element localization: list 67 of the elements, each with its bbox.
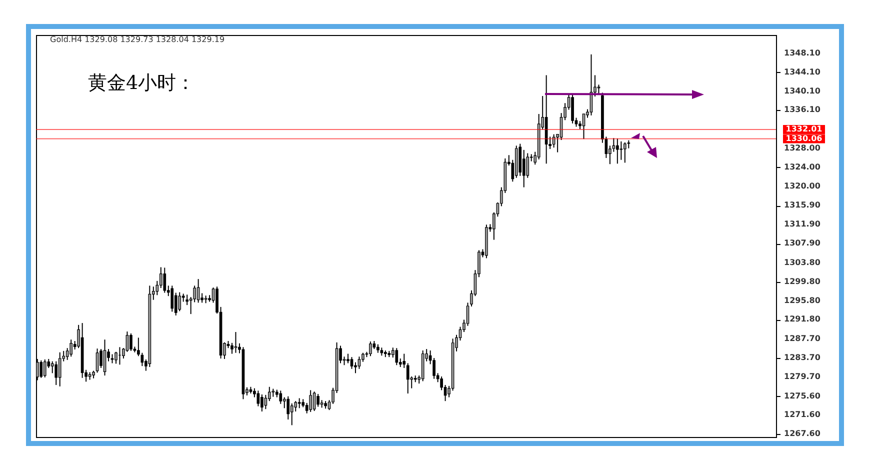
chart-title: Gold.H4 1329.08 1329.73 1328.04 1329.19 <box>50 35 225 44</box>
ref-line-label: 1330.06 <box>786 134 823 143</box>
y-tick-label: 1271.60 <box>784 410 821 420</box>
candlestick <box>391 347 394 358</box>
candlestick <box>623 142 626 164</box>
candlestick <box>58 352 62 387</box>
candlestick <box>159 266 162 289</box>
candlestick <box>174 292 178 316</box>
y-tick-label: 1348.10 <box>784 48 821 58</box>
candlestick <box>358 356 361 370</box>
y-tick-label: 1315.90 <box>784 200 821 210</box>
y-tick-label: 1307.90 <box>784 238 821 248</box>
candlestick <box>309 390 312 412</box>
y-tick-label: 1275.60 <box>784 391 821 400</box>
candlestick <box>234 332 238 354</box>
candlestick <box>346 353 350 364</box>
candlestick <box>552 134 556 148</box>
y-tick-label: 1283.70 <box>784 353 821 362</box>
candlestick <box>264 394 268 410</box>
y-tick-label: 1291.80 <box>784 314 821 324</box>
y-tick-label: 1320.00 <box>784 181 821 190</box>
candlestick <box>54 360 58 386</box>
candlestick <box>350 356 354 370</box>
candlestick <box>316 393 320 408</box>
candlestick <box>70 339 73 358</box>
y-tick-label: 1340.10 <box>784 86 821 96</box>
y-tick-label: 1344.10 <box>784 67 821 76</box>
candlestick <box>298 398 301 409</box>
candlestick <box>571 94 574 124</box>
candlestick <box>312 391 316 412</box>
candlestick <box>522 149 526 188</box>
candlestick <box>178 292 182 312</box>
y-tick-label: 1324.00 <box>784 162 821 172</box>
ref-line-label: 1332.01 <box>786 124 823 134</box>
candlestick <box>114 351 118 364</box>
candlestick <box>163 267 166 294</box>
candlestick <box>130 332 132 352</box>
candlestick <box>290 402 294 426</box>
candlestick <box>466 302 470 326</box>
candlestick <box>395 348 398 366</box>
candlestick <box>279 390 282 404</box>
y-tick-label: 1336.10 <box>784 105 821 114</box>
candlestick <box>260 394 264 412</box>
candlestick <box>170 285 174 312</box>
y-tick-label: 1287.70 <box>784 334 821 344</box>
candlestick <box>43 358 46 378</box>
candlestick <box>40 360 43 378</box>
candlestick <box>616 138 619 164</box>
y-tick-label: 1267.60 <box>784 429 821 438</box>
y-tick-label: 1328.00 <box>784 144 821 153</box>
candlestick <box>186 294 189 306</box>
y-tick-label: 1299.80 <box>784 276 821 286</box>
y-tick-label: 1279.70 <box>784 372 821 381</box>
candlestick <box>406 362 410 394</box>
y-tick-label: 1295.80 <box>784 296 821 305</box>
candlestick <box>256 390 260 407</box>
candlestick <box>268 386 271 402</box>
candlestick <box>126 331 129 352</box>
annotation: 黄金4小时： <box>88 72 196 94</box>
candlestick <box>196 278 200 304</box>
candlestick <box>620 140 623 160</box>
y-tick-label: 1303.80 <box>784 258 821 267</box>
candlestick <box>369 340 372 357</box>
y-tick-label: 1311.90 <box>784 220 821 229</box>
candlestick <box>100 348 102 368</box>
candlestick <box>286 396 290 420</box>
candlestick <box>402 353 406 368</box>
